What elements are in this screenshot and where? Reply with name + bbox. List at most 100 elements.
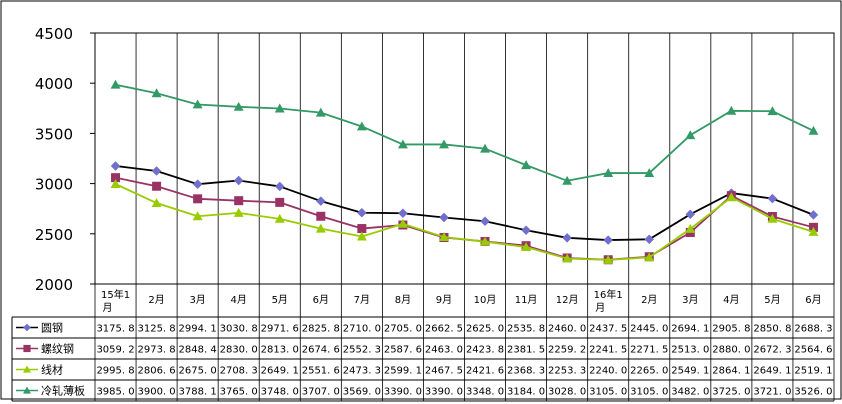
data-label: 2662. 5 <box>425 324 463 335</box>
data-label: 3765. 0 <box>220 387 258 398</box>
data-point <box>233 175 244 186</box>
data-label: 2694. 1 <box>671 324 709 335</box>
data-label: 3707. 0 <box>302 387 340 398</box>
data-point <box>562 232 572 243</box>
data-label: 3390. 0 <box>384 387 422 398</box>
data-label: 2675. 0 <box>179 366 217 377</box>
series-line <box>115 83 814 182</box>
data-point <box>274 103 285 113</box>
data-point <box>726 105 737 115</box>
data-label: 2995. 8 <box>96 366 134 377</box>
data-label: 3105. 0 <box>630 387 668 398</box>
data-point <box>397 218 408 228</box>
data-label: 2564. 6 <box>794 345 832 356</box>
data-label: 2240. 0 <box>589 366 627 377</box>
data-label: 3125. 8 <box>137 324 175 335</box>
data-label: 2423. 8 <box>466 345 504 356</box>
data-point <box>644 252 655 262</box>
data-label: 3028. 0 <box>548 387 586 398</box>
data-label: 2513. 0 <box>671 345 709 356</box>
series-lines <box>110 79 819 265</box>
y-tick-label: 3000 <box>35 176 73 194</box>
x-tick-label: 12月 <box>556 294 579 306</box>
data-point <box>767 213 778 223</box>
x-tick-label: 7月 <box>354 294 370 306</box>
data-label: 2368. 3 <box>507 366 545 377</box>
x-tick-label: 6月 <box>805 294 821 306</box>
data-label: 2850. 8 <box>753 324 791 335</box>
data-label: 3900. 0 <box>137 387 175 398</box>
data-label: 2421. 6 <box>466 366 504 377</box>
x-tick-label: 8月 <box>395 294 411 306</box>
data-point <box>767 193 778 204</box>
x-tick-label: 10月 <box>474 294 497 306</box>
data-label: 3569. 0 <box>343 387 381 398</box>
data-label: 3348. 0 <box>466 387 504 398</box>
data-point <box>151 198 162 207</box>
data-label: 2463. 0 <box>425 345 463 356</box>
data-point <box>356 231 367 241</box>
data-label: 2265. 0 <box>630 366 668 377</box>
data-label: 2519. 1 <box>794 366 832 377</box>
data-label: 3721. 0 <box>753 387 791 398</box>
x-tick-label: 2月 <box>148 294 164 306</box>
data-label: 2437. 5 <box>589 324 627 335</box>
data-label: 2994. 1 <box>179 324 217 335</box>
data-label: 2813. 0 <box>261 345 299 356</box>
legend-label: 冷轧薄板 <box>41 384 85 398</box>
data-label: 2549. 1 <box>671 366 709 377</box>
data-point <box>480 143 490 153</box>
y-tick-label: 2000 <box>35 276 73 294</box>
data-point <box>110 161 121 171</box>
data-point <box>603 235 614 245</box>
data-point <box>110 79 121 89</box>
x-tick-label: 3月 <box>189 294 205 306</box>
data-label: 2973. 8 <box>137 345 175 356</box>
data-point <box>151 166 162 176</box>
x-tick-label: 16年1 月 <box>594 288 623 314</box>
x-tick-label: 6月 <box>313 294 329 306</box>
data-label: 2848. 4 <box>179 345 217 356</box>
data-label: 2674. 6 <box>302 345 340 356</box>
x-tick-label: 15年1 月 <box>101 288 130 314</box>
data-point <box>439 212 449 223</box>
x-tick-label: 5月 <box>272 294 288 306</box>
data-label: 2241. 5 <box>589 345 627 356</box>
x-tick-label: 5月 <box>764 294 780 306</box>
y-tick-label: 4000 <box>35 75 73 93</box>
data-point <box>275 197 285 207</box>
data-point <box>110 179 121 188</box>
data-label: 3184. 0 <box>507 387 545 398</box>
data-label: 2625. 0 <box>466 324 504 335</box>
data-point <box>152 181 162 191</box>
data-point <box>357 207 367 218</box>
data-point <box>685 130 696 140</box>
data-point <box>644 168 655 178</box>
data-point <box>23 344 31 353</box>
data-point <box>521 242 532 251</box>
x-tick-label: 2月 <box>641 294 657 306</box>
data-point <box>315 107 326 117</box>
data-label: 3725. 0 <box>712 387 750 398</box>
data-point <box>23 323 31 332</box>
data-point <box>357 224 367 234</box>
data-point <box>603 168 614 178</box>
data-point <box>603 254 614 264</box>
y-tick-label: 3500 <box>35 125 73 143</box>
data-point <box>192 99 203 109</box>
data-point <box>397 139 408 149</box>
data-point <box>233 101 244 111</box>
data-point <box>480 216 490 227</box>
data-label: 2467. 5 <box>425 366 463 377</box>
data-point <box>274 181 285 192</box>
data-label: 2253. 3 <box>548 366 586 377</box>
data-point <box>234 196 244 206</box>
data-label: 3748. 0 <box>261 387 299 398</box>
data-point <box>192 211 203 221</box>
data-table: 15年1 月 2月 3月 4月 5月 6月 7月 8月 9月 10月 11月 12月 16年1 月 2月 3月 4… <box>11 283 834 402</box>
data-point <box>808 125 819 135</box>
data-label: 2587. 6 <box>384 345 422 356</box>
data-label: 2708. 3 <box>220 366 258 377</box>
data-point <box>23 365 31 373</box>
data-label: 2445. 0 <box>630 324 668 335</box>
